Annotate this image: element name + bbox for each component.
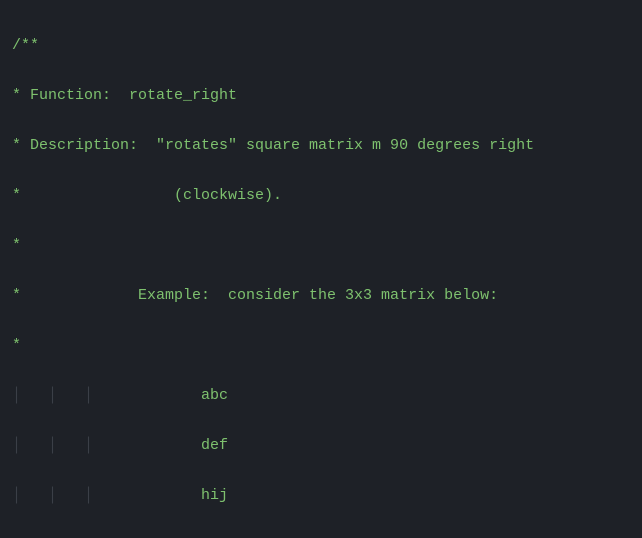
comment-text: *: [12, 237, 21, 254]
comment-text: * (clockwise).: [12, 187, 282, 204]
code-line[interactable]: │ │ │ def: [12, 433, 630, 458]
comment-text: *: [12, 337, 21, 354]
code-line[interactable]: *: [12, 333, 630, 358]
comment-text: * Function: rotate_right: [12, 87, 237, 104]
comment-text: def: [93, 437, 228, 454]
code-editor[interactable]: /** * Function: rotate_right * Descripti…: [0, 0, 642, 538]
code-line[interactable]: * Function: rotate_right: [12, 83, 630, 108]
code-line[interactable]: *: [12, 233, 630, 258]
indent-guide: │ │ │: [12, 437, 93, 454]
code-line[interactable]: /**: [12, 33, 630, 58]
indent-guide: │ │ │: [12, 387, 93, 404]
code-line[interactable]: * (clockwise).: [12, 183, 630, 208]
comment-text: /**: [12, 37, 39, 54]
comment-text: * Description: "rotates" square matrix m…: [12, 137, 534, 154]
code-line[interactable]: │ │ │ hij: [12, 483, 630, 508]
code-line[interactable]: * Description: "rotates" square matrix m…: [12, 133, 630, 158]
comment-text: hij: [93, 487, 228, 504]
code-line[interactable]: │ │ │ abc: [12, 383, 630, 408]
comment-text: * Example: consider the 3x3 matrix below…: [12, 287, 498, 304]
indent-guide: │ │ │: [12, 487, 93, 504]
code-line[interactable]: * Example: consider the 3x3 matrix below…: [12, 283, 630, 308]
comment-text: abc: [93, 387, 228, 404]
code-line[interactable]: *: [12, 533, 630, 538]
